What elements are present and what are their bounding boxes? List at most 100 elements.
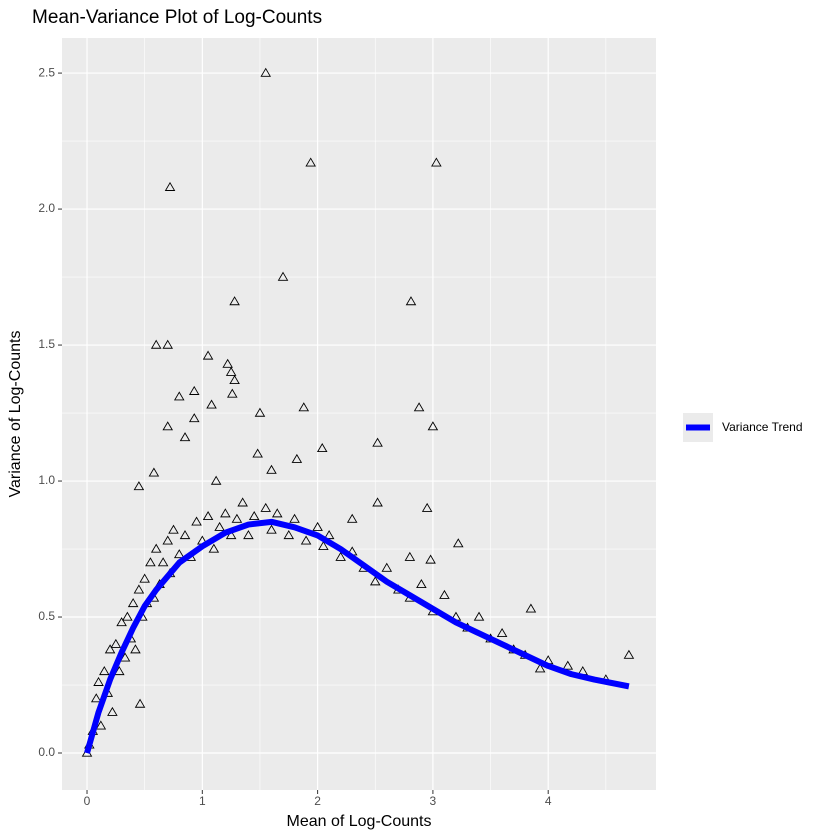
point <box>431 157 442 167</box>
point <box>90 693 102 703</box>
point <box>231 513 243 523</box>
point <box>162 535 174 545</box>
point <box>206 399 217 409</box>
point <box>405 296 417 306</box>
point <box>210 475 222 485</box>
point <box>300 535 312 545</box>
point <box>162 421 174 431</box>
point <box>214 521 225 531</box>
point <box>421 502 433 512</box>
point <box>227 388 238 398</box>
point <box>130 644 141 654</box>
point <box>318 540 329 550</box>
point <box>289 513 300 523</box>
x-tick-label: 0 <box>84 794 91 808</box>
point <box>133 481 145 491</box>
point <box>173 391 185 401</box>
y-tick-label: 2.5 <box>38 65 55 79</box>
point <box>179 530 191 540</box>
y-tick-label: 0.5 <box>38 609 55 623</box>
point <box>191 516 202 526</box>
point <box>225 530 237 540</box>
y-tick-label: 0.0 <box>38 745 55 759</box>
point <box>346 513 358 523</box>
y-tick-label: 2.0 <box>38 201 55 215</box>
point <box>107 706 118 716</box>
point <box>225 366 237 376</box>
point <box>148 467 160 477</box>
point <box>248 511 260 521</box>
legend-label[interactable]: Variance Trend <box>722 420 803 434</box>
point <box>381 562 393 572</box>
point <box>291 453 303 463</box>
y-axis-label: Variance of Log-Counts <box>7 331 24 498</box>
point <box>237 497 248 507</box>
point <box>416 578 427 589</box>
point <box>312 521 323 531</box>
point <box>277 271 289 281</box>
point <box>150 339 162 349</box>
point <box>427 421 439 431</box>
point <box>305 157 316 167</box>
point <box>162 339 174 349</box>
point <box>179 432 191 442</box>
point <box>266 524 277 534</box>
point <box>188 385 200 395</box>
point <box>298 402 310 412</box>
x-tick-label: 2 <box>314 794 321 808</box>
point <box>271 508 283 518</box>
point <box>260 67 272 77</box>
trend-line <box>84 518 630 754</box>
point <box>150 543 162 553</box>
point <box>116 617 127 627</box>
chart-title: Mean-Variance Plot of Log-Counts <box>32 7 322 28</box>
x-tick-label: 4 <box>545 794 552 808</box>
point <box>104 644 116 654</box>
point <box>260 502 272 512</box>
point <box>173 549 185 559</box>
point <box>229 375 240 385</box>
x-tick-label: 1 <box>199 794 206 808</box>
point <box>157 557 169 567</box>
point <box>145 557 156 567</box>
point <box>404 551 416 561</box>
point <box>425 554 436 564</box>
point <box>534 663 546 673</box>
point <box>413 402 425 412</box>
y-tick-label: 1.0 <box>38 473 55 487</box>
point <box>266 464 277 474</box>
point <box>208 543 220 553</box>
point <box>202 350 214 360</box>
point <box>95 720 107 730</box>
x-tick-label: 3 <box>430 794 437 808</box>
point <box>134 698 146 708</box>
point <box>229 296 240 306</box>
point <box>283 530 295 540</box>
point <box>243 530 254 540</box>
point <box>623 649 635 659</box>
point <box>222 358 233 368</box>
point <box>127 598 139 608</box>
point <box>473 611 485 621</box>
point <box>93 676 104 686</box>
point <box>99 666 110 676</box>
point <box>372 437 383 447</box>
plot-panel <box>62 38 656 790</box>
point <box>110 638 122 648</box>
point <box>202 511 214 521</box>
point <box>220 508 231 518</box>
point <box>164 181 176 191</box>
point <box>562 660 574 670</box>
point <box>139 573 150 583</box>
point <box>496 627 508 637</box>
point <box>335 551 346 561</box>
point <box>122 611 133 621</box>
point <box>188 413 200 423</box>
point <box>372 497 383 507</box>
y-tick-label: 1.5 <box>38 337 55 351</box>
point <box>168 524 179 534</box>
point <box>452 538 464 548</box>
point <box>254 407 266 417</box>
point <box>316 443 328 453</box>
